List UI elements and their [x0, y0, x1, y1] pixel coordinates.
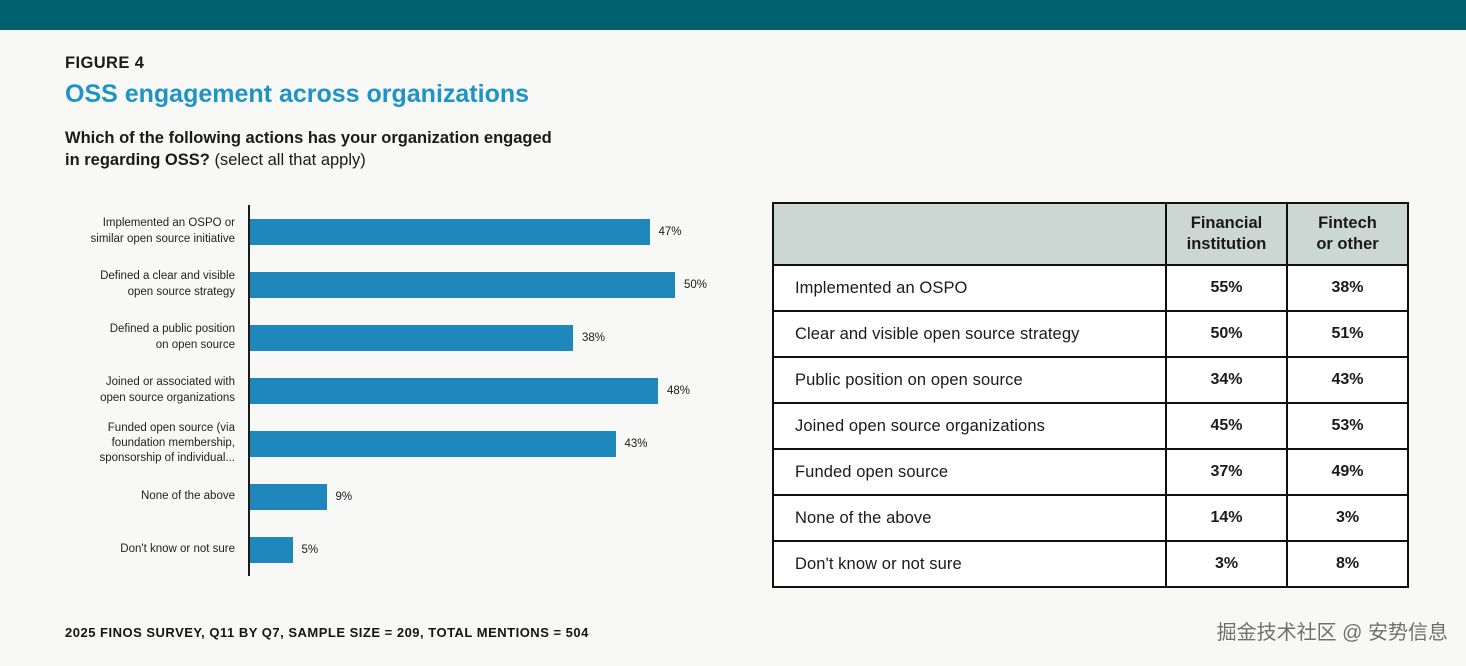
chart-row: Funded open source (via foundation membe…	[65, 417, 735, 470]
chart-bar-area: 38%	[248, 311, 735, 364]
table-row-label: Implemented an OSPO	[772, 264, 1167, 312]
bar-category-label: Joined or associated with open source or…	[100, 376, 235, 404]
bar-category-label: None of the above	[141, 489, 235, 502]
table-row-label: Don't know or not sure	[772, 540, 1167, 588]
table-row: None of the above 14% 3%	[772, 494, 1409, 542]
table-value-cell: 34%	[1165, 356, 1288, 404]
bar-chart: Implemented an OSPO or similar open sour…	[65, 205, 735, 576]
survey-question: Which of the following actions has your …	[65, 128, 665, 172]
survey-question-note: (select all that apply)	[214, 150, 366, 169]
page-title: OSS engagement across organizations	[65, 80, 530, 108]
table-value-cell: 53%	[1286, 402, 1409, 450]
table-row-label: None of the above	[772, 494, 1167, 542]
survey-question-line2: in regarding OSS? (select all that apply…	[65, 150, 665, 172]
table-value-cell: 37%	[1165, 448, 1288, 496]
bar-value-label: 43%	[624, 437, 648, 450]
bar	[250, 536, 293, 563]
table-value-cell: 43%	[1286, 356, 1409, 404]
chart-row: None of the above 9%	[65, 470, 735, 523]
survey-question-line2-bold: in regarding OSS?	[65, 150, 210, 169]
table-row: Clear and visible open source strategy 50…	[772, 310, 1409, 358]
bar-value-label: 38%	[582, 331, 606, 344]
table-row: Don't know or not sure 3% 8%	[772, 540, 1409, 588]
table-row: Funded open source 37% 49%	[772, 448, 1409, 496]
bar-value-label: 9%	[335, 490, 353, 503]
table-header-row: Financial institution Fintech or other	[772, 202, 1409, 266]
bar-value-label: 50%	[684, 278, 708, 291]
table-value-cell: 50%	[1165, 310, 1288, 358]
table-header-cell	[772, 202, 1167, 266]
comparison-table: Financial institution Fintech or other Im…	[772, 202, 1409, 588]
chart-row: Don't know or not sure 5%	[65, 523, 735, 576]
source-footnote: 2025 FINOS SURVEY, Q11 BY Q7, SAMPLE SIZ…	[65, 625, 589, 640]
chart-bar-area: 50%	[248, 258, 735, 311]
table-row: Joined open source organizations 45% 53%	[772, 402, 1409, 450]
table-value-cell: 51%	[1286, 310, 1409, 358]
table-body: Implemented an OSPO 55% 38% Clear and visib…	[772, 264, 1409, 588]
chart-row: Joined or associated with open source or…	[65, 364, 735, 417]
bar-value-label: 48%	[667, 384, 691, 397]
bar-category-label: Don't know or not sure	[120, 542, 235, 555]
table-value-cell: 55%	[1165, 264, 1288, 312]
bar	[250, 430, 616, 457]
table-row-label: Funded open source	[772, 448, 1167, 496]
table-row-label: Clear and visible open source strategy	[772, 310, 1167, 358]
chart-bar-area: 48%	[248, 364, 735, 417]
table-value-cell: 49%	[1286, 448, 1409, 496]
table-header: Financial institution Fintech or other	[772, 202, 1409, 266]
chart-bar-area: 47%	[248, 205, 735, 258]
table-value-cell: 3%	[1286, 494, 1409, 542]
table-header-cell: Financial institution	[1165, 202, 1288, 266]
table-row-label: Joined open source organizations	[772, 402, 1167, 450]
chart-bar-area: 43%	[248, 417, 735, 470]
watermark: 掘金技术社区 @ 安势信息	[1216, 622, 1448, 644]
bar-value-label: 5%	[301, 543, 319, 556]
bar-value-label: 47%	[658, 225, 682, 238]
table-row: Public position on open source 34% 43%	[772, 356, 1409, 404]
table-value-cell: 38%	[1286, 264, 1409, 312]
table-value-cell: 3%	[1165, 540, 1288, 588]
bar-category-label: Implemented an OSPO or similar open sour…	[90, 217, 235, 245]
bar-category-label: Defined a public position on open source	[109, 323, 235, 351]
bar	[250, 377, 658, 404]
table-value-cell: 45%	[1165, 402, 1288, 450]
chart-row: Implemented an OSPO or similar open sour…	[65, 205, 735, 258]
table-row: Implemented an OSPO 55% 38%	[772, 264, 1409, 312]
figure-label: FIGURE 4	[65, 54, 145, 72]
bar	[250, 218, 650, 245]
top-accent-bar	[0, 0, 1466, 30]
bar	[250, 483, 327, 510]
chart-row: Defined a public position on open source…	[65, 311, 735, 364]
bar	[250, 271, 675, 298]
bar-category-label: Defined a clear and visible open source …	[100, 270, 235, 298]
bar	[250, 324, 573, 351]
survey-question-line1: Which of the following actions has your …	[65, 129, 552, 147]
chart-bar-area: 5%	[248, 523, 735, 576]
bar-category-label: Funded open source (via foundation membe…	[99, 421, 235, 465]
chart-row: Defined a clear and visible open source …	[65, 258, 735, 311]
table-row-label: Public position on open source	[772, 356, 1167, 404]
table-value-cell: 8%	[1286, 540, 1409, 588]
table-header-cell: Fintech or other	[1286, 202, 1409, 266]
chart-bar-area: 9%	[248, 470, 735, 523]
table-value-cell: 14%	[1165, 494, 1288, 542]
